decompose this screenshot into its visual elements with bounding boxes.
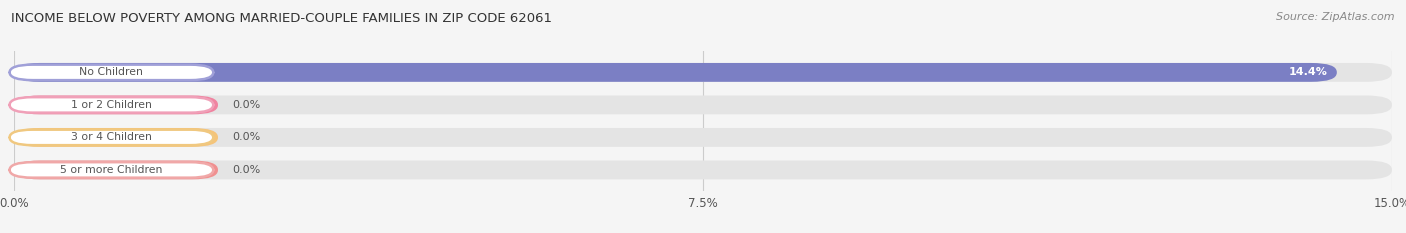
- FancyBboxPatch shape: [14, 128, 1392, 147]
- FancyBboxPatch shape: [10, 65, 214, 80]
- Text: 1 or 2 Children: 1 or 2 Children: [70, 100, 152, 110]
- Text: 0.0%: 0.0%: [232, 100, 260, 110]
- FancyBboxPatch shape: [14, 128, 218, 147]
- FancyBboxPatch shape: [10, 97, 214, 113]
- FancyBboxPatch shape: [14, 63, 1392, 82]
- Text: 0.0%: 0.0%: [232, 132, 260, 142]
- FancyBboxPatch shape: [10, 130, 214, 145]
- Text: 3 or 4 Children: 3 or 4 Children: [70, 132, 152, 142]
- FancyBboxPatch shape: [14, 63, 1337, 82]
- Text: 0.0%: 0.0%: [232, 165, 260, 175]
- Text: No Children: No Children: [80, 67, 143, 77]
- Text: 14.4%: 14.4%: [1289, 67, 1327, 77]
- FancyBboxPatch shape: [10, 162, 214, 178]
- FancyBboxPatch shape: [14, 161, 1392, 179]
- Text: 5 or more Children: 5 or more Children: [60, 165, 163, 175]
- Text: INCOME BELOW POVERTY AMONG MARRIED-COUPLE FAMILIES IN ZIP CODE 62061: INCOME BELOW POVERTY AMONG MARRIED-COUPL…: [11, 12, 553, 25]
- FancyBboxPatch shape: [14, 96, 1392, 114]
- FancyBboxPatch shape: [14, 161, 218, 179]
- FancyBboxPatch shape: [14, 96, 218, 114]
- Text: Source: ZipAtlas.com: Source: ZipAtlas.com: [1277, 12, 1395, 22]
